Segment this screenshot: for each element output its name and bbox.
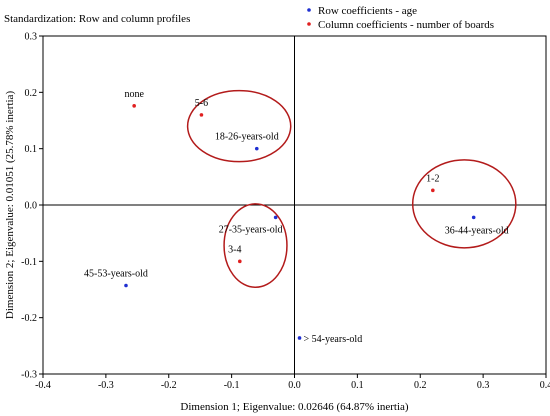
x-axis-label: Dimension 1; Eigenvalue: 0.02646 (64.87%…: [180, 401, 409, 413]
y-tick-label: 0.3: [25, 32, 38, 43]
point-label: 45-53-years-old: [84, 269, 148, 280]
x-tick-label: -0.2: [161, 380, 177, 391]
row-point: [254, 146, 259, 151]
legend-entry-label: Row coefficients - age: [318, 5, 417, 17]
zero-axis-lines: [43, 36, 546, 374]
point-label: 1-2: [426, 173, 439, 184]
point-label: 5-6: [195, 98, 208, 109]
row-point: [297, 336, 302, 340]
y-tick-label: -0.3: [21, 370, 37, 381]
chart-title: Standardization: Row and column profiles: [4, 13, 190, 25]
cluster-ellipse: [411, 159, 517, 249]
x-tick-label: 0.1: [351, 380, 364, 391]
x-tick-label: -0.1: [224, 380, 240, 391]
y-tick-label: 0.2: [25, 88, 38, 99]
point-label: 18-26-years-old: [215, 132, 279, 143]
legend-marker: [307, 22, 311, 26]
x-tick-label: 0.4: [540, 380, 550, 391]
y-axis-ticks: -0.3 -0.2 -0.1 0.0 0.1 0.2 0.3: [21, 32, 43, 381]
column-point: [132, 104, 136, 108]
cluster-ellipse: [223, 203, 288, 288]
x-axis-ticks: -0.4 -0.3 -0.2 -0.1 0.0 0.1 0.2 0.3 0.4: [35, 374, 550, 391]
point-label: 27-35-years-old: [219, 224, 283, 235]
point-label: none: [124, 89, 144, 100]
x-tick-label: 0.3: [477, 380, 490, 391]
point-label: 3-4: [228, 244, 241, 255]
x-tick-label: 0.2: [414, 380, 427, 391]
x-tick-label: -0.3: [98, 380, 114, 391]
column-point: [199, 113, 204, 117]
y-tick-label: -0.1: [21, 257, 37, 268]
row-point: [124, 283, 128, 288]
column-point: [431, 188, 435, 193]
legend-marker: [307, 8, 311, 12]
y-tick-label: -0.2: [21, 313, 37, 324]
row-point: [471, 215, 476, 220]
legend-entry-label: Column coefficients - number of boards: [318, 19, 494, 31]
y-axis-label: Dimension 2; Eigenvalue: 0.01051 (25.78%…: [4, 91, 16, 320]
cluster-ellipses: [186, 89, 517, 288]
point-label: > 54-years-old: [304, 334, 363, 345]
legend: Row coefficients - age Column coefficient…: [307, 5, 494, 31]
y-tick-label: 0.1: [25, 144, 38, 155]
data-points: 18-26-years-old 27-35-years-old 36-44-year…: [84, 89, 509, 345]
row-point: [273, 215, 278, 220]
x-tick-label: 0.0: [288, 380, 301, 391]
point-label: 36-44-years-old: [445, 225, 509, 236]
column-point: [237, 259, 242, 264]
y-tick-label: 0.0: [25, 201, 38, 212]
cluster-ellipse: [186, 89, 292, 163]
x-tick-label: -0.4: [35, 380, 51, 391]
